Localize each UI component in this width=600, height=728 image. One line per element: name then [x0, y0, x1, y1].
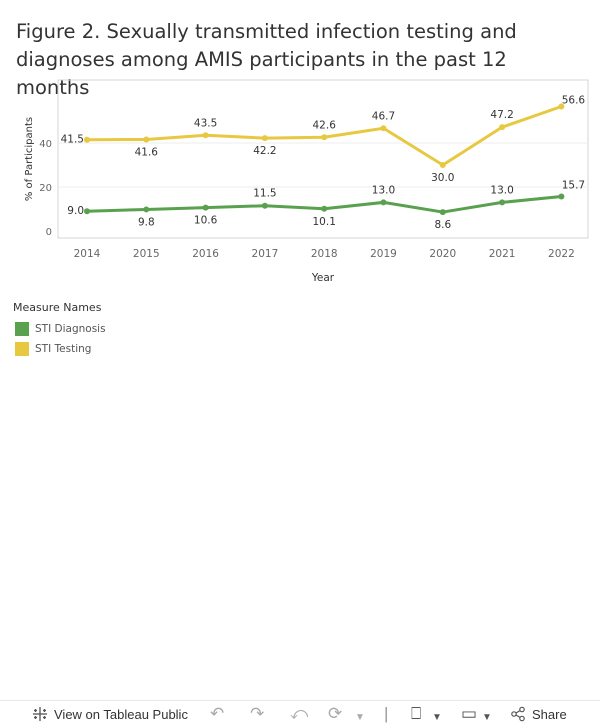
chart-title: Figure 2. Sexually transmitted infection…: [16, 20, 517, 99]
data-label: 30.0: [431, 172, 454, 184]
line-chart: 0 20 40 % of Participants 2014 2015 2016 2017 20…: [24, 79, 589, 284]
data-point: [439, 162, 446, 168]
share-label: Share: [532, 706, 567, 722]
data-point: [84, 136, 90, 143]
x-tick-label: 2014: [74, 248, 101, 260]
y-tick-label: 40: [39, 139, 52, 150]
data-label: 10.6: [194, 215, 218, 227]
x-tick-label: 2015: [133, 248, 160, 260]
data-label: 42.2: [253, 145, 276, 157]
data-point: [380, 125, 387, 132]
data-label: 43.5: [194, 117, 217, 129]
x-tick-label: 2020: [429, 248, 456, 260]
comment-dropdown-icon[interactable]: ▼: [432, 712, 442, 723]
data-point: [439, 209, 446, 216]
data-point: [321, 205, 328, 212]
toolbar-divider: |: [384, 704, 389, 723]
data-label: 10.1: [313, 216, 336, 228]
fullscreen-icon[interactable]: ▭: [461, 704, 478, 723]
refresh-icon[interactable]: ⟳: [328, 704, 343, 723]
data-label: 41.6: [135, 146, 159, 158]
legend-swatch-testing: [15, 342, 29, 356]
share-icon: [511, 706, 525, 722]
undo-icon[interactable]: ↶: [210, 704, 225, 723]
y-tick-label: 0: [46, 227, 52, 238]
legend-item-sti-diagnosis[interactable]: STI Diagnosis: [13, 319, 106, 339]
data-label: 9.8: [138, 216, 155, 228]
data-label: 8.6: [434, 219, 451, 231]
view-on-tableau-label: View on Tableau Public: [54, 706, 188, 722]
data-label: 42.6: [313, 119, 337, 131]
data-point: [499, 199, 506, 206]
data-label: 13.0: [490, 184, 513, 196]
x-tick-label: 2018: [311, 248, 338, 260]
data-point: [321, 134, 328, 141]
data-point: [499, 124, 506, 131]
legend-label: STI Testing: [35, 343, 92, 355]
tableau-logo-icon: [33, 707, 47, 721]
data-label: 13.0: [372, 184, 395, 196]
data-point: [143, 136, 150, 143]
data-label: 9.0: [67, 205, 84, 217]
x-tick-label: 2021: [489, 248, 516, 260]
x-tick-label: 2022: [548, 248, 575, 260]
data-point: [380, 199, 387, 206]
data-point: [202, 132, 209, 139]
data-point: [143, 206, 150, 213]
data-point: [202, 204, 209, 211]
data-point: [84, 208, 90, 215]
comment-icon[interactable]: ⎕: [411, 704, 422, 723]
data-label: 15.7: [562, 179, 585, 191]
share-button[interactable]: Share: [510, 706, 567, 722]
tableau-footer: View on Tableau Public ↶ ↷ ⤺ ⟳ ▼ | ⎕ ▼ ▭…: [0, 700, 600, 728]
y-axis-label: % of Participants: [24, 117, 35, 201]
x-tick-label: 2016: [192, 248, 219, 260]
legend-item-sti-testing[interactable]: STI Testing: [13, 339, 106, 359]
data-point: [261, 202, 268, 209]
data-label: 11.5: [253, 188, 276, 200]
data-label: 47.2: [490, 109, 513, 121]
x-axis-label: Year: [311, 272, 335, 284]
data-point: [558, 193, 565, 200]
legend-title: Measure Names: [13, 301, 102, 314]
x-tick-label: 2019: [370, 248, 397, 260]
data-label: 41.5: [61, 134, 84, 146]
y-tick-label: 20: [39, 183, 52, 194]
data-point: [558, 103, 565, 110]
legend-label: STI Diagnosis: [35, 323, 106, 335]
plot-frame: [57, 79, 589, 239]
data-point: [261, 135, 268, 142]
refresh-dropdown-icon[interactable]: ▼: [355, 712, 365, 723]
view-on-tableau-link[interactable]: View on Tableau Public: [32, 706, 188, 722]
data-label: 56.6: [562, 94, 586, 106]
fullscreen-dropdown-icon[interactable]: ▼: [482, 712, 492, 723]
revert-icon[interactable]: ⤺: [290, 704, 309, 723]
legend-swatch-diagnosis: [15, 322, 29, 336]
x-tick-label: 2017: [252, 248, 279, 260]
redo-icon[interactable]: ↷: [250, 704, 265, 723]
legend: Measure Names STI Diagnosis STI Testing: [13, 301, 106, 359]
data-label: 46.7: [372, 110, 395, 122]
